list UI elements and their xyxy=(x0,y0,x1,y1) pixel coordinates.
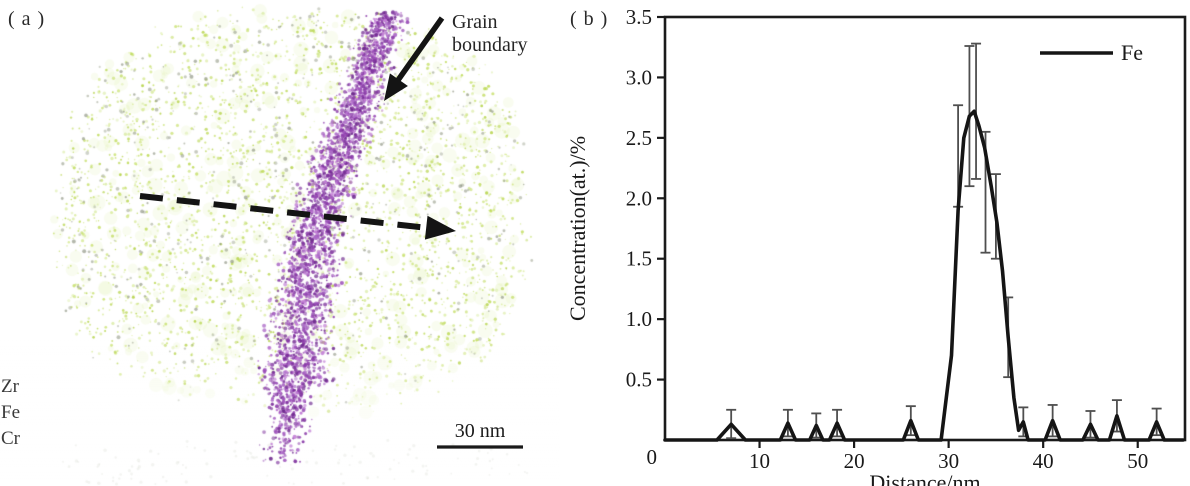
x-tick-label: 20 xyxy=(844,449,865,473)
y-tick-label: 3.5 xyxy=(626,5,652,29)
atom-probe-map xyxy=(0,0,560,486)
fe-series-line xyxy=(663,109,1185,442)
y-axis-title: Concentration(at.)/% xyxy=(565,136,590,321)
origin-tick-label: 0 xyxy=(647,445,658,469)
legend-label: Fe xyxy=(1121,40,1143,65)
panel-b-label: ( b ) xyxy=(570,8,609,30)
grain-boundary-label: Grain boundary xyxy=(452,11,528,56)
element-label-fe: Fe xyxy=(1,402,20,423)
panel-a-label: ( a ) xyxy=(8,8,46,30)
y-tick-label: 2.0 xyxy=(626,186,652,210)
element-label-cr: Cr xyxy=(1,428,20,449)
panel-a: ( a ) Grain boundary Zr Fe Cr 30 nm xyxy=(0,0,560,486)
y-tick-label: 1.0 xyxy=(626,307,652,331)
y-tick-label: 2.5 xyxy=(626,126,652,150)
x-tick-label: 30 xyxy=(938,449,959,473)
scale-bar-label: 30 nm xyxy=(454,420,506,442)
x-tick-label: 40 xyxy=(1033,449,1054,473)
fe-concentration-chart: 10 20 30 40 50 0.5 1.0 1.5 2.0 2.5 3.0 3.5 0 Distance… xyxy=(565,5,1187,486)
plot-frame xyxy=(663,15,1187,442)
x-tick-label: 50 xyxy=(1127,449,1148,473)
element-label-zr: Zr xyxy=(1,376,19,397)
y-tick-label: 3.0 xyxy=(626,65,652,89)
y-tick-label: 0.5 xyxy=(626,368,652,392)
panel-b: 10 20 30 40 50 0.5 1.0 1.5 2.0 2.5 3.0 3.5 0 Distance… xyxy=(560,0,1190,486)
x-tick-label: 10 xyxy=(749,449,770,473)
y-tick-label: 1.5 xyxy=(626,247,652,271)
x-axis-title: Distance/nm xyxy=(869,470,980,486)
